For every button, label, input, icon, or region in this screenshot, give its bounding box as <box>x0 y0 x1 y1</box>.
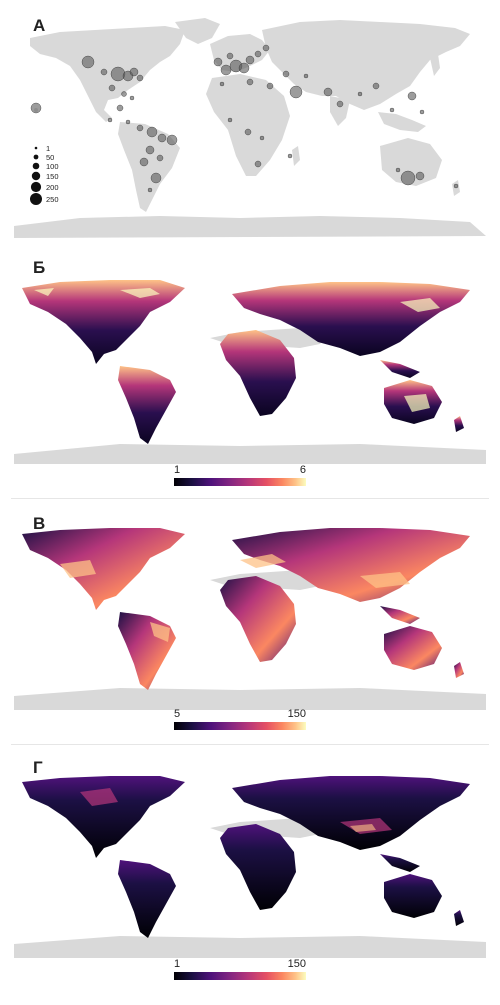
panel-a: А <box>0 0 500 245</box>
panel-label-a: А <box>33 16 46 35</box>
panel-label-b: Б <box>33 258 46 277</box>
world-map-a: 1 50 100 150 200 250 <box>14 18 486 238</box>
size-legend-label: 100 <box>46 162 59 171</box>
colorbar-max: 150 <box>287 708 306 720</box>
colorbar-max: 6 <box>299 464 306 476</box>
richness-layer <box>22 280 470 444</box>
colorbar-min: 5 <box>174 708 181 720</box>
panel-b: Б 1 6 <box>0 248 500 498</box>
world-map-b <box>14 280 486 464</box>
colorbar-max: 150 <box>287 958 306 970</box>
panel-d: Г 1 150 <box>0 752 500 1005</box>
colorbar-min: 1 <box>174 958 181 970</box>
size-legend-label: 50 <box>46 153 54 162</box>
size-legend-label: 1 <box>46 144 50 153</box>
colorbar-gradient <box>174 972 306 980</box>
colorbar-gradient <box>174 722 306 730</box>
size-legend: 1 50 100 150 200 250 <box>30 144 59 205</box>
panel-label-d: Г <box>33 758 43 777</box>
endemism-layer <box>22 776 470 938</box>
world-map-c <box>14 528 486 710</box>
land-masses <box>14 18 486 238</box>
panel-label-c: В <box>33 514 46 533</box>
colorbar-d: 1 150 <box>174 958 306 980</box>
panel-c: В 5 150 <box>0 506 500 746</box>
size-legend-label: 200 <box>46 183 59 192</box>
world-map-d <box>14 776 486 958</box>
colorbar-c: 5 150 <box>174 708 306 730</box>
size-legend-label: 150 <box>46 172 59 181</box>
size-legend-label: 250 <box>46 195 59 204</box>
range-size-layer <box>22 528 470 690</box>
colorbar-gradient <box>174 478 306 486</box>
site-points <box>30 44 459 193</box>
colorbar-min: 1 <box>174 464 181 476</box>
colorbar-b: 1 6 <box>174 464 306 486</box>
